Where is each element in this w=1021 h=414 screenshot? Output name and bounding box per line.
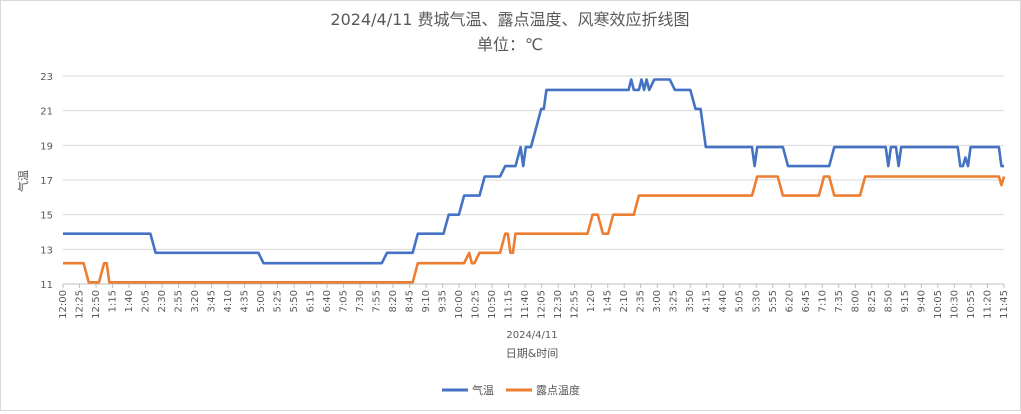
series-line-temperature	[63, 78, 1004, 265]
legend-label-dewpoint: 露点温度	[536, 383, 580, 397]
x-tick-label: 6:45	[801, 290, 812, 312]
x-tick-label: 10:25	[471, 290, 482, 319]
x-tick-label: 4:40	[718, 290, 729, 312]
y-tick-label: 13	[40, 245, 53, 256]
x-tick-label: 10:55	[966, 290, 977, 319]
y-axis-label: 气温	[16, 170, 30, 192]
x-tick-label: 5:30	[751, 290, 762, 312]
x-tick-label: 3:20	[190, 290, 201, 312]
x-tick-label: 9:35	[438, 290, 449, 312]
x-tick-label: 7:55	[372, 290, 383, 312]
x-tick-label: 5:00	[256, 290, 267, 312]
x-tick-label: 7:05	[339, 290, 350, 312]
x-tick-label: 1:15	[108, 290, 119, 312]
x-tick-label: 2:10	[619, 290, 630, 312]
x-axis-label: 日期&时间	[506, 347, 559, 360]
x-tick-label: 12:05	[537, 290, 548, 319]
x-tick-label: 3:00	[652, 290, 663, 312]
x-tick-label: 4:15	[702, 290, 713, 312]
x-tick-label: 10:00	[454, 290, 465, 319]
x-tick-label: 8:45	[405, 290, 416, 312]
gridlines	[63, 75, 1004, 285]
x-tick-label: 2:30	[157, 290, 168, 312]
x-tick-label: 12:00	[58, 290, 69, 319]
x-tick-label: 2:35	[636, 290, 647, 312]
x-tick-label: 7:35	[834, 290, 845, 312]
y-tick-label: 19	[40, 141, 53, 152]
x-tick-label: 9:10	[421, 290, 432, 312]
x-tick-label: 2:55	[174, 290, 185, 312]
y-tick-label: 17	[40, 176, 53, 187]
x-tick-label: 6:20	[784, 290, 795, 312]
x-tick-label: 1:20	[586, 290, 597, 312]
x-tick-label: 5:05	[735, 290, 746, 312]
x-tick-label: 12:25	[75, 290, 86, 319]
x-tick-label: 6:15	[306, 290, 317, 312]
x-axis-group-label: 2024/4/11	[506, 330, 557, 341]
x-tick-label: 6:40	[322, 290, 333, 312]
x-tick-label: 12:30	[553, 290, 564, 319]
x-tick-label: 9:40	[916, 290, 927, 312]
chart-subtitle: 单位：℃	[477, 35, 543, 54]
x-tick-label: 8:50	[883, 290, 894, 312]
legend-label-temperature: 气温	[472, 383, 494, 397]
axes: 11 13 15 17 19 21 23 12:00 12:25 12:50 1:15 1:40 2:0…	[40, 72, 1010, 319]
x-tick-label: 8:20	[388, 290, 399, 312]
x-tick-label: 9:15	[900, 290, 911, 312]
x-tick-label: 3:45	[207, 290, 218, 312]
x-tick-label: 7:30	[355, 290, 366, 312]
x-tick-label: 4:35	[240, 290, 251, 312]
x-tick-label: 11:15	[504, 290, 515, 319]
x-tick-label: 12:55	[570, 290, 581, 319]
x-tick-label: 8:00	[850, 290, 861, 312]
x-tick-label: 11:20	[982, 290, 993, 319]
y-tick-label: 15	[40, 211, 53, 222]
x-tick-label: 1:40	[124, 290, 135, 312]
y-tick-label: 11	[40, 280, 53, 291]
x-tick-label: 2:05	[141, 290, 152, 312]
chart-title: 2024/4/11 费城气温、露点温度、风寒效应折线图	[330, 10, 689, 29]
y-tick-label: 21	[40, 107, 53, 118]
x-tick-label: 3:50	[685, 290, 696, 312]
x-tick-label: 11:45	[999, 290, 1010, 319]
x-tick-label: 5:55	[768, 290, 779, 312]
legend: 气温 露点温度	[442, 383, 580, 397]
series-lines	[63, 78, 1006, 284]
x-tick-label: 10:50	[487, 290, 498, 319]
x-tick-label: 10:30	[949, 290, 960, 319]
x-tick-label: 8:25	[867, 290, 878, 312]
x-tick-label: 5:25	[273, 290, 284, 312]
x-tick-label: 5:50	[289, 290, 300, 312]
x-tick-label: 4:10	[223, 290, 234, 312]
x-tick-label: 11:40	[520, 290, 531, 319]
series-line-dewpoint	[63, 175, 1006, 284]
x-tick-label: 3:25	[669, 290, 680, 312]
y-tick-label: 23	[40, 72, 53, 83]
x-tick-label: 1:45	[603, 290, 614, 312]
x-tick-label: 12:50	[91, 290, 102, 319]
x-tick-label: 10:05	[933, 290, 944, 319]
x-tick-label: 7:10	[817, 290, 828, 312]
